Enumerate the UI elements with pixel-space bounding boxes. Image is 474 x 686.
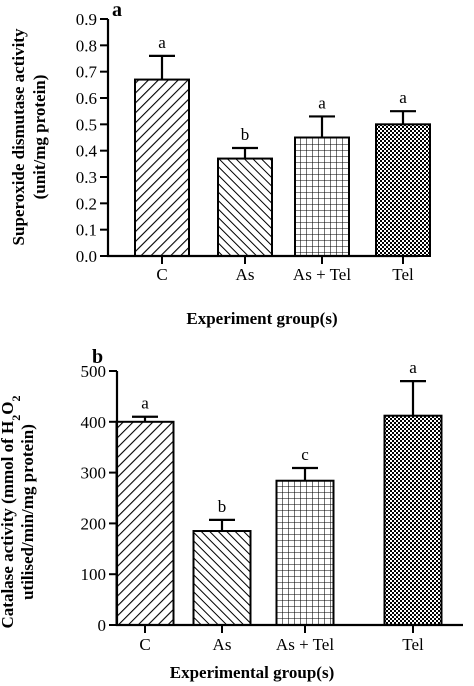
panel-a-bar-2	[294, 136, 350, 257]
panel-b-y-tick-label-1: 100	[81, 565, 107, 584]
panel-b-significance-label-0: a	[141, 394, 149, 413]
panel-b-error-bar-3	[400, 380, 426, 416]
panel-a-significance-label-2: a	[318, 93, 326, 112]
panel-a-chart: a Superoxide dismutase activity (unit/mg…	[9, 0, 431, 328]
panel-b-y-tick-label-4: 400	[81, 413, 107, 432]
panel-a-bar-3	[375, 123, 431, 258]
panel-a-significance-label-1: b	[241, 125, 250, 144]
panel-a-significance-label-0: a	[158, 33, 166, 52]
panel-b-category-label-3: Tel	[402, 635, 424, 654]
panel-b-y-axis-title-line1: Catalase activity (mmol of H2O2	[0, 396, 23, 629]
panel-b-y-tick-label-2: 200	[81, 514, 107, 533]
panel-b-y-tick-label-3: 300	[81, 464, 107, 483]
panel-a-significance-label-3: a	[399, 88, 407, 107]
panel-a-y-axis-title-line2: (unit/mg protein)	[30, 75, 49, 200]
panel-a-y-tick-label-8: 0.8	[76, 36, 97, 55]
panel-a-y-tick-label-3: 0.3	[76, 168, 97, 187]
panel-a-letter: a	[112, 0, 122, 21]
panel-b-y-axis-title-line2: utilised/min/mg protein)	[18, 424, 37, 600]
panel-a-y-tick-label-5: 0.5	[76, 115, 97, 134]
panel-a-error-bar-0	[149, 54, 175, 80]
panel-a-y-tick-label-2: 0.2	[76, 194, 97, 213]
panel-a-category-label-3: Tel	[392, 265, 414, 284]
panel-a-y-axis-title-line1: Superoxide dismutase activity	[9, 28, 28, 245]
panel-a-y-tick-label-4: 0.4	[76, 142, 98, 161]
panel-b-significance-label-3: a	[409, 358, 417, 377]
panel-a-error-bar-2	[309, 115, 335, 138]
panel-a-category-label-2: As + Tel	[293, 265, 351, 284]
panel-b-chart: b Catalase activity (mmol of H2O2 utilis…	[0, 346, 463, 682]
panel-b-significance-label-2: c	[301, 445, 309, 464]
panel-b-bar-0	[115, 420, 175, 626]
panel-a-y-tick-label-1: 0.1	[76, 221, 97, 240]
panel-b-category-label-1: As	[213, 635, 232, 654]
panel-b-y-axis-title: Catalase activity (mmol of H2O2 utilised…	[0, 396, 37, 629]
panel-b-y-tick-label-5: 500	[81, 362, 107, 381]
panel-b-error-bar-0	[132, 415, 158, 422]
panel-a-x-axis-title: Experiment group(s)	[186, 309, 337, 328]
panel-b-category-label-2: As + Tel	[276, 635, 334, 654]
panel-a-y-tick-label-9: 0.9	[76, 10, 97, 29]
panel-b-x-axis-title: Experimental group(s)	[170, 663, 335, 682]
panel-a-y-tick-label-7: 0.7	[76, 63, 98, 82]
panel-a-y-axis-title: Superoxide dismutase activity (unit/mg p…	[9, 28, 49, 245]
panel-a-error-bar-1	[232, 146, 258, 159]
panel-a-error-bar-3	[390, 110, 416, 125]
panel-a-bar-0	[134, 78, 190, 257]
panel-a-bar-1	[217, 157, 273, 257]
panel-b-y-tick-label-0: 0	[98, 616, 107, 635]
panel-b-significance-label-1: b	[218, 497, 227, 516]
panel-a-category-label-0: C	[156, 265, 167, 284]
panel-b-category-label-0: C	[139, 635, 150, 654]
panel-b-bar-1	[192, 530, 252, 627]
panel-b-error-bar-2	[292, 466, 318, 481]
panel-a-category-label-1: As	[236, 265, 255, 284]
panel-b-error-bar-1	[209, 518, 235, 532]
panel-b-bar-3	[383, 414, 443, 627]
panel-a-y-tick-label-6: 0.6	[76, 89, 97, 108]
panel-a-y-tick-label-0: 0.0	[76, 247, 97, 266]
panel-b-letter: b	[92, 346, 103, 368]
panel-b-bar-2	[275, 479, 335, 626]
